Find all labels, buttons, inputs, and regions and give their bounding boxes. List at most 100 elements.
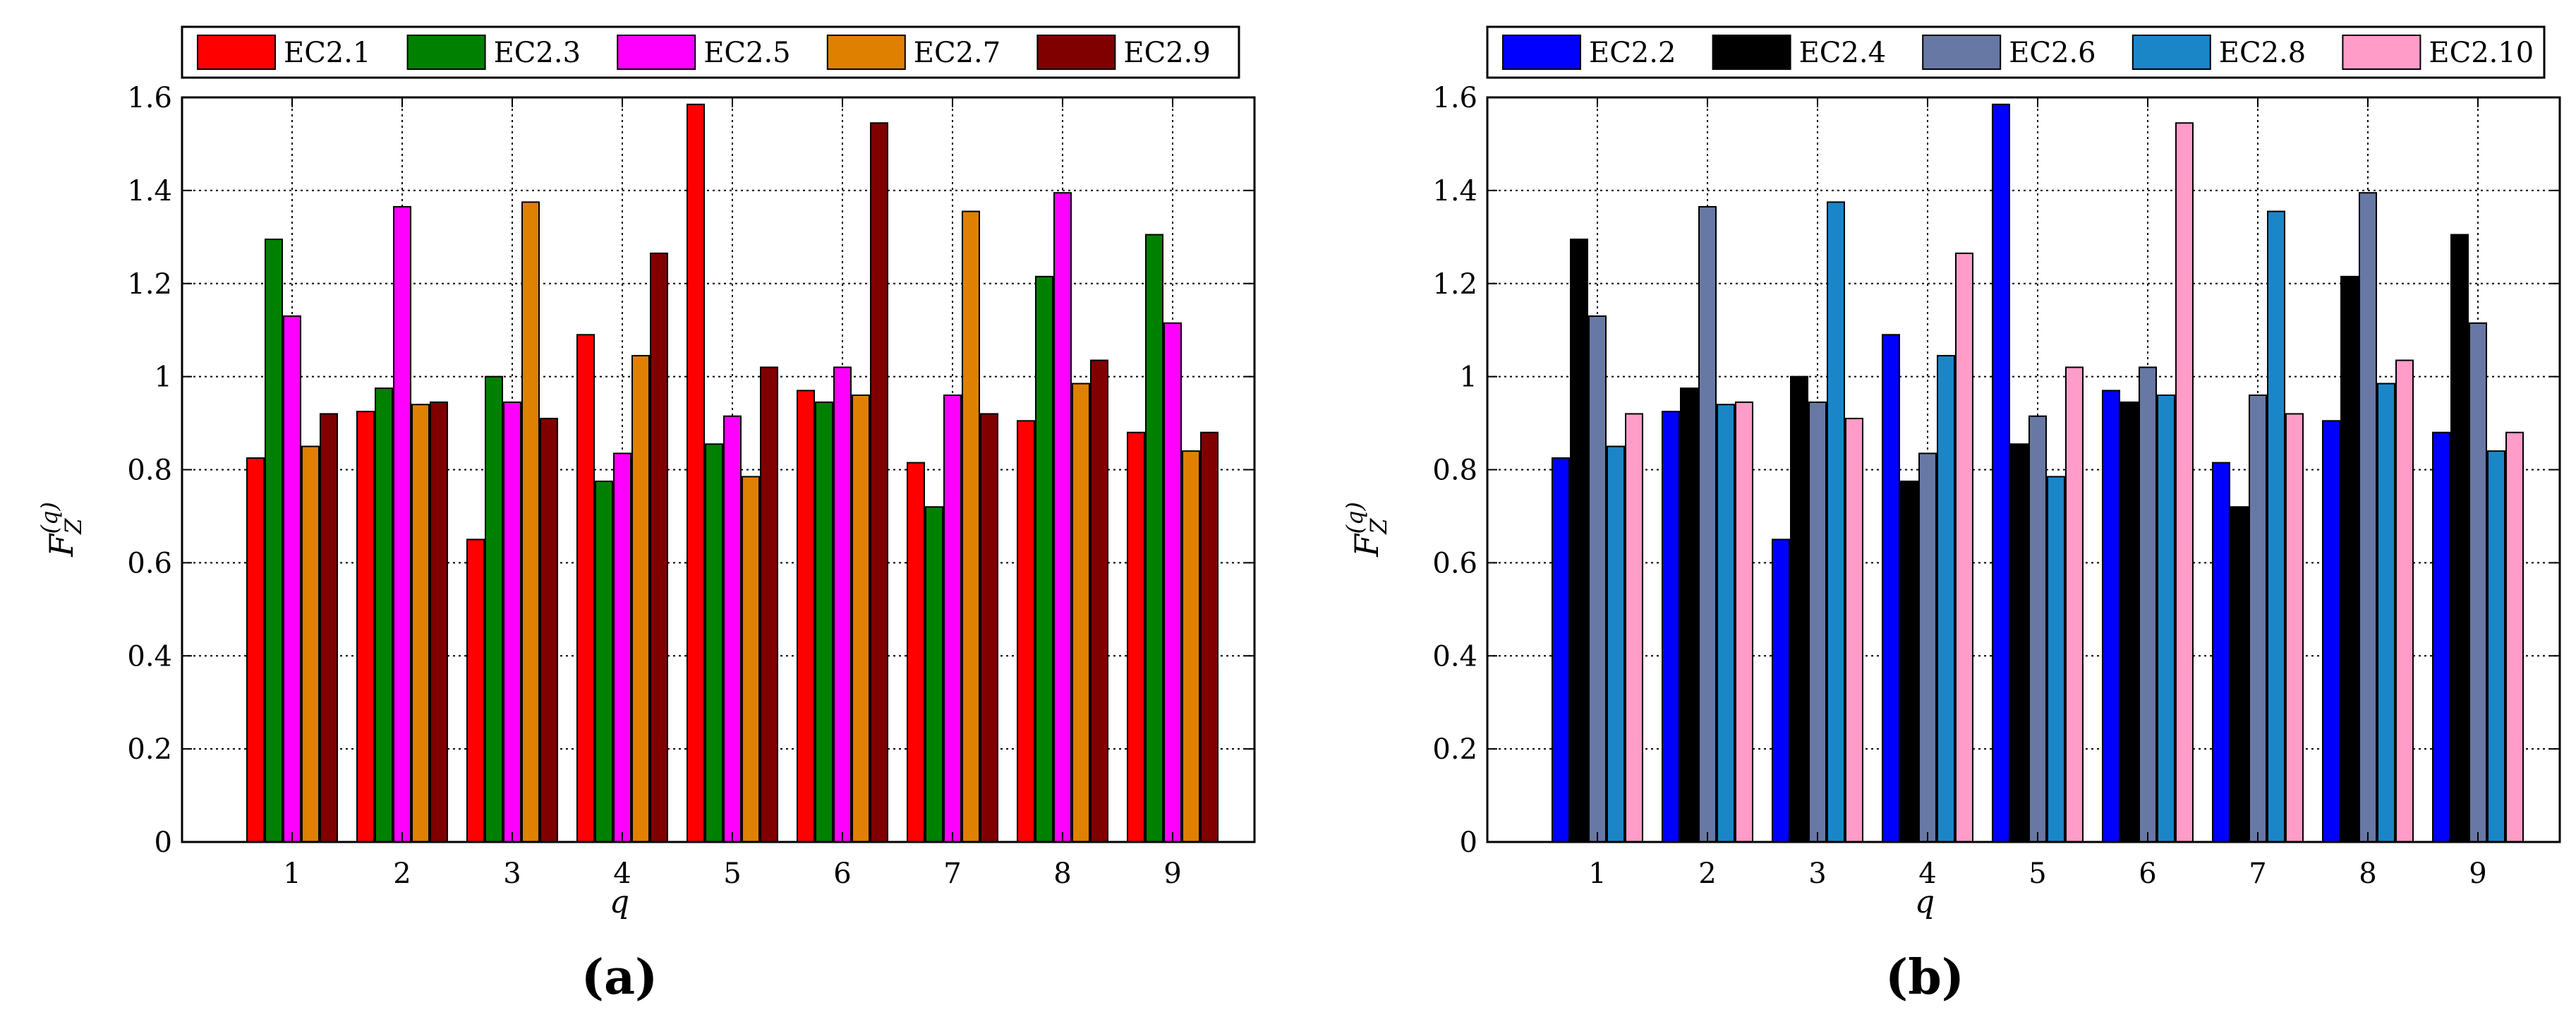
bar-EC2.8-q9 — [2487, 450, 2505, 843]
bar-EC2.2-q1 — [1552, 457, 1570, 843]
bar-EC2.9-q6 — [870, 122, 888, 843]
legend-swatch-EC2.1 — [197, 35, 276, 70]
x-tick-label: 1 — [283, 857, 301, 890]
bar-EC2.4-q8 — [2340, 275, 2359, 843]
bar-EC2.5-q9 — [1163, 322, 1182, 843]
bar-EC2.8-q8 — [2377, 383, 2395, 843]
bar-EC2.6-q6 — [2139, 366, 2157, 843]
bar-EC2.9-q4 — [650, 252, 668, 843]
bar-EC2.6-q2 — [1698, 205, 1717, 843]
x-tick-label: 7 — [943, 857, 961, 890]
y-tick-label: 0.6 — [1432, 547, 1477, 579]
legend-swatch-EC2.2 — [1502, 35, 1581, 70]
legend-swatch-EC2.6 — [1922, 35, 2002, 70]
legend-swatch-EC2.7 — [826, 35, 906, 70]
bar-EC2.8-q1 — [1607, 445, 1625, 843]
x-tick-label: 3 — [503, 857, 521, 890]
bar-EC2.10-q2 — [1735, 401, 1753, 843]
y-tick-label: 1.2 — [127, 268, 172, 301]
bar-EC2.10-q1 — [1625, 413, 1643, 843]
x-tick-label: 4 — [1918, 857, 1936, 890]
bar-EC2.6-q3 — [1808, 401, 1827, 843]
bar-EC2.5-q7 — [943, 395, 962, 843]
chart-panel-2: 0 0.2 0.4 0.6 0.8 1 1.2 1.4 1.6 1 2 3 4 5 6 7 8 9 q FZ(q) EC… — [1341, 25, 2561, 1006]
y-tick-label: 0.4 — [127, 640, 172, 673]
y-tick-label: 1.4 — [1432, 175, 1477, 207]
x-tick-label: 9 — [2469, 857, 2486, 890]
legend-label-EC2.8: EC2.8 — [2219, 37, 2306, 69]
bar-EC2.10-q4 — [1955, 252, 1973, 843]
x-tick-label: 1 — [1588, 857, 1606, 890]
x-tick-label: 2 — [1698, 857, 1716, 890]
x-tick-label: 5 — [2028, 857, 2046, 890]
legend-swatch-EC2.10 — [2342, 35, 2421, 70]
bar-EC2.6-q5 — [2028, 415, 2047, 843]
bar-EC2.2-q5 — [1992, 103, 2010, 843]
bar-EC2.2-q7 — [2212, 462, 2230, 843]
y-tick-label: 0 — [155, 826, 172, 859]
bar-EC2.7-q3 — [521, 201, 540, 843]
bar-EC2.3-q3 — [485, 375, 503, 843]
legend-label-EC2.7: EC2.7 — [914, 37, 1000, 69]
panel-label: (b) — [1885, 949, 1964, 1006]
chart-panel-1: 0 0.2 0.4 0.6 0.8 1 1.2 1.4 1.6 1 2 3 4 5 6 7 8 9 q FZ(q) EC… — [36, 25, 1256, 1006]
x-tick-label: 4 — [613, 857, 631, 890]
bar-EC2.2-q4 — [1882, 334, 1900, 843]
y-tick-label: 0.8 — [127, 455, 172, 487]
legend: EC2.1 EC2.3 EC2.5 EC2.7 EC2.9 — [181, 25, 1240, 79]
y-tick-label: 0.2 — [127, 733, 172, 766]
x-axis-label: q — [610, 884, 629, 920]
bar-EC2.10-q6 — [2175, 122, 2194, 843]
y-tick-label: 0.2 — [1432, 733, 1477, 766]
bar-EC2.5-q2 — [393, 205, 411, 843]
bar-EC2.9-q9 — [1200, 431, 1219, 843]
bar-EC2.3-q6 — [815, 401, 833, 843]
bar-EC2.3-q5 — [705, 443, 723, 843]
bar-EC2.3-q4 — [595, 480, 613, 843]
y-tick-label: 1.6 — [127, 82, 172, 114]
x-tick-label: 3 — [1808, 857, 1826, 890]
bar-EC2.4-q2 — [1680, 387, 1698, 843]
bar-EC2.4-q3 — [1790, 375, 1808, 843]
bar-EC2.7-q2 — [411, 404, 430, 843]
bar-EC2.7-q5 — [742, 476, 760, 843]
bar-EC2.3-q1 — [265, 239, 283, 843]
bar-EC2.4-q1 — [1570, 239, 1588, 843]
legend: EC2.2 EC2.4 EC2.6 EC2.8 EC2.10 — [1486, 25, 2546, 79]
legend-swatch-EC2.8 — [2131, 35, 2211, 70]
bar-EC2.8-q4 — [1937, 354, 1955, 843]
bar-EC2.1-q7 — [907, 462, 925, 843]
bar-EC2.1-q8 — [1017, 420, 1035, 843]
bar-EC2.5-q8 — [1053, 192, 1072, 843]
bar-EC2.7-q1 — [301, 445, 320, 843]
legend-label-EC2.1: EC2.1 — [284, 37, 370, 69]
bar-EC2.1-q4 — [576, 334, 595, 843]
y-tick-label: 1 — [155, 361, 172, 394]
bar-EC2.2-q9 — [2432, 431, 2450, 843]
bar-EC2.7-q4 — [631, 354, 650, 843]
y-tick-label: 1.4 — [127, 175, 172, 207]
bar-EC2.1-q9 — [1127, 431, 1145, 843]
bar-EC2.4-q9 — [2450, 234, 2469, 843]
bar-EC2.1-q1 — [246, 457, 265, 843]
bar-EC2.2-q6 — [2102, 390, 2120, 843]
bar-EC2.8-q2 — [1717, 404, 1735, 843]
legend-label-EC2.5: EC2.5 — [703, 37, 790, 69]
bar-EC2.7-q6 — [852, 395, 870, 843]
y-axis-label: FZ(q) — [36, 502, 87, 558]
bar-EC2.8-q7 — [2267, 210, 2285, 843]
x-tick-label: 8 — [2359, 857, 2376, 890]
bar-EC2.1-q5 — [687, 103, 705, 843]
bar-EC2.10-q9 — [2505, 431, 2524, 843]
bar-EC2.6-q7 — [2249, 395, 2267, 843]
bar-EC2.3-q9 — [1145, 234, 1163, 843]
y-tick-label: 1.2 — [1432, 268, 1477, 301]
bar-EC2.9-q3 — [540, 417, 558, 843]
bar-EC2.9-q8 — [1090, 359, 1108, 843]
bar-EC2.1-q3 — [466, 538, 485, 843]
bar-EC2.4-q4 — [1900, 480, 1918, 843]
bar-EC2.7-q7 — [962, 210, 980, 843]
bar-EC2.6-q1 — [1588, 315, 1607, 843]
x-tick-label: 6 — [2139, 857, 2156, 890]
bar-EC2.9-q2 — [430, 401, 448, 843]
